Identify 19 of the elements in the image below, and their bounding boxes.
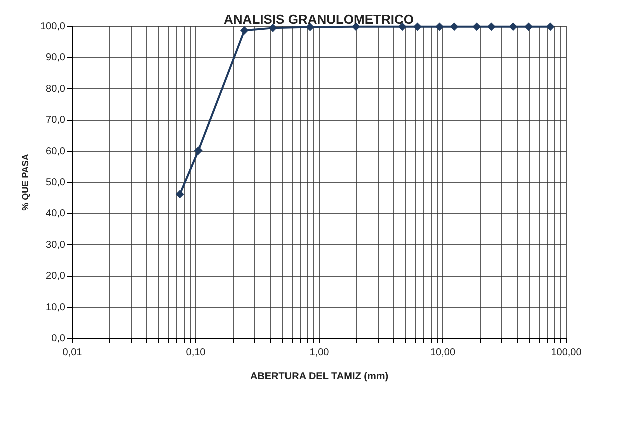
y-tick-label: 10,0 [46, 302, 66, 314]
x-tick-label: 100,00 [551, 348, 582, 358]
x-tick-label: 10,00 [430, 348, 456, 358]
y-tick-label: 20,0 [46, 271, 66, 282]
y-tick-label: 60,0 [46, 146, 66, 158]
y-tick-label: 90,0 [46, 52, 66, 64]
x-tick-label: 1,00 [310, 348, 330, 358]
x-axis-title: ABERTURA DEL TAMIZ (mm) [250, 372, 389, 382]
chart-title: ANALISIS GRANULOMETRICO [224, 12, 414, 27]
y-tick-label: 40,0 [46, 208, 66, 220]
y-axis-title: % QUE PASA [20, 154, 30, 211]
x-tick-label: 0,01 [62, 348, 83, 358]
x-tick-label: 0,10 [186, 348, 206, 358]
y-tick-label: 50,0 [46, 178, 66, 188]
y-tick-label: 30,0 [46, 240, 66, 251]
y-tick-label: 80,0 [46, 84, 66, 95]
y-tick-label: 0,0 [52, 334, 66, 344]
y-tick-label: 100,0 [40, 22, 66, 32]
y-tick-label: 70,0 [46, 115, 66, 126]
